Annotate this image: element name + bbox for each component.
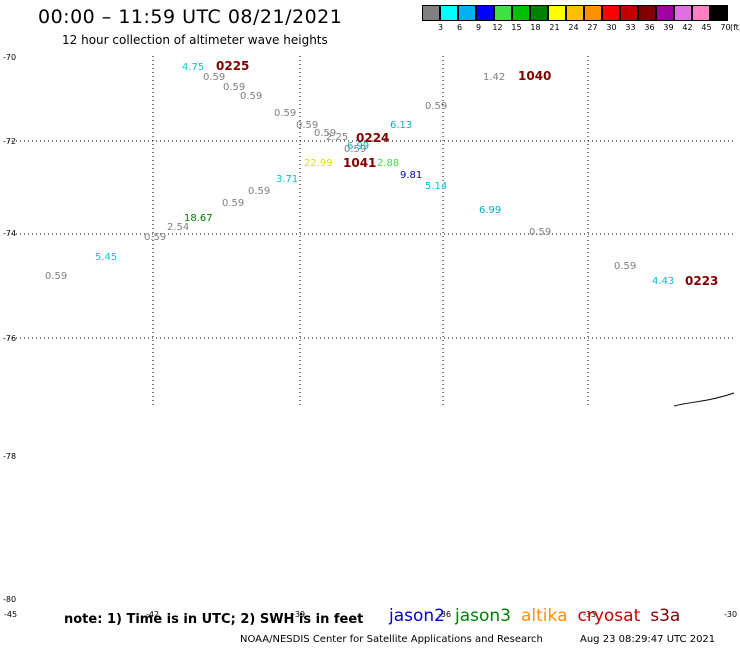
mission-s3a: s3a xyxy=(650,606,681,626)
legend-label: 36 xyxy=(644,23,655,32)
longitude-label: -30 xyxy=(724,610,737,619)
legend-swatch xyxy=(530,5,548,21)
legend-swatch xyxy=(494,5,512,21)
legend-swatch xyxy=(602,5,620,21)
legend-label: 42 xyxy=(682,23,693,32)
generated-timestamp: Aug 23 08:29:47 UTC 2021 xyxy=(580,634,716,645)
legend-label: 9 xyxy=(475,23,482,32)
legend-label: 27 xyxy=(587,23,598,32)
wave-height-label: 0.59 xyxy=(529,227,551,238)
legend-swatch xyxy=(512,5,530,21)
legend-swatch xyxy=(476,5,494,21)
latitude-label: -70 xyxy=(3,53,16,62)
wave-height-label: 4.75 xyxy=(182,62,204,73)
legend-label: 18 xyxy=(530,23,541,32)
longitude-label: -36 xyxy=(438,610,451,619)
legend-swatch xyxy=(584,5,602,21)
pass-time-label: 0223 xyxy=(685,274,718,288)
wave-height-label: 0.59 xyxy=(274,108,296,119)
wave-height-label: 0.59 xyxy=(614,261,636,272)
wave-height-label: 0.59 xyxy=(222,198,244,209)
pass-time-label: 0224 xyxy=(356,131,389,145)
latitude-label: -76 xyxy=(3,334,16,343)
legend-label: 6 xyxy=(456,23,463,32)
footer-note: note: 1) Time is in UTC; 2) SWH is in fe… xyxy=(64,612,364,627)
map-title: 00:00 – 11:59 UTC 08/21/2021 xyxy=(38,6,343,28)
wave-height-label: 0.59 xyxy=(314,128,336,139)
wave-height-label: 2.25 xyxy=(326,132,348,143)
legend-swatch xyxy=(692,5,710,21)
legend-swatch xyxy=(710,5,728,21)
wave-height-label: 6.13 xyxy=(390,120,412,131)
latitude-label: -80 xyxy=(3,595,16,604)
legend-swatch xyxy=(674,5,692,21)
mission-jason3: jason3 xyxy=(455,606,511,626)
legend-label: 45 xyxy=(701,23,712,32)
latitude-label: -72 xyxy=(3,137,16,146)
wave-height-label: 0.59 xyxy=(203,72,225,83)
wave-height-label: 0.59 xyxy=(344,144,366,155)
longitude-label: -39 xyxy=(292,610,305,619)
pass-time-label: 1040 xyxy=(518,69,551,83)
credit-line: NOAA/NESDIS Center for Satellite Applica… xyxy=(240,634,543,645)
pass-time-label: 1041 xyxy=(343,156,376,170)
pass-time-label: 0225 xyxy=(216,59,249,73)
legend-swatch xyxy=(638,5,656,21)
legend-swatch xyxy=(548,5,566,21)
coastline xyxy=(673,392,735,407)
wave-height-label: 0.59 xyxy=(248,186,270,197)
wave-height-label: 0.59 xyxy=(296,120,318,131)
mission-cryosat: cryosat xyxy=(577,606,641,626)
legend-swatch xyxy=(656,5,674,21)
wave-height-label: 0.59 xyxy=(240,91,262,102)
wave-height-label: 2.88 xyxy=(377,158,399,169)
legend-label: 15 xyxy=(511,23,522,32)
wave-height-label: 5.45 xyxy=(95,252,117,263)
wave-height-label: 6.99 xyxy=(347,141,369,152)
legend-label: 33 xyxy=(625,23,636,32)
wave-height-label: 22.99 xyxy=(304,158,333,169)
legend-swatch xyxy=(620,5,638,21)
mission-legend: jason2 jason3 altika cryosat s3a xyxy=(389,606,690,626)
wave-height-label: 9.81 xyxy=(400,170,422,181)
legend-swatch xyxy=(566,5,584,21)
longitude-label: -42 xyxy=(146,610,159,619)
wave-height-label: 4.43 xyxy=(652,276,674,287)
legend-label: 21 xyxy=(549,23,560,32)
legend-label: 70 xyxy=(720,23,731,32)
mission-altika: altika xyxy=(521,606,568,626)
legend-label: 3 xyxy=(437,23,444,32)
latitude-label: -74 xyxy=(3,229,16,238)
legend-swatch xyxy=(458,5,476,21)
axis-labels: -70 -72 -74 -76 -78 -80 -45 -42 -39 -36 -33 -30 xyxy=(3,53,737,619)
wave-height-label: 6.99 xyxy=(479,205,501,216)
latitude-label: -78 xyxy=(3,452,16,461)
legend-swatch xyxy=(422,5,440,21)
wave-height-label: 5.14 xyxy=(425,181,447,192)
wave-height-label: 18.67 xyxy=(184,213,213,224)
color-legend-swatches xyxy=(422,5,728,21)
legend-swatch xyxy=(440,5,458,21)
wave-height-label: 2.54 xyxy=(167,222,189,233)
longitude-label: -45 xyxy=(4,610,17,619)
wave-height-label: 0.59 xyxy=(45,271,67,282)
legend-label: 12 xyxy=(492,23,503,32)
longitude-label: -33 xyxy=(583,610,596,619)
mission-jason2: jason2 xyxy=(389,606,445,626)
legend-label: 30 xyxy=(606,23,617,32)
map-subtitle: 12 hour collection of altimeter wave hei… xyxy=(62,33,328,47)
wave-height-readings: 4.75 02250.590.590.590.590.590.592.250.59… xyxy=(45,59,718,288)
wave-height-label: 3.71 xyxy=(276,174,298,185)
wave-height-label: 0.59 xyxy=(425,101,447,112)
wave-height-label: 1.42 xyxy=(483,72,505,83)
legend-unit: (ft) xyxy=(729,23,740,32)
graticule xyxy=(8,56,736,406)
wave-height-label: 0.59 xyxy=(144,232,166,243)
legend-label: 39 xyxy=(663,23,674,32)
wave-height-label: 0.59 xyxy=(223,82,245,93)
legend-label: 24 xyxy=(568,23,579,32)
